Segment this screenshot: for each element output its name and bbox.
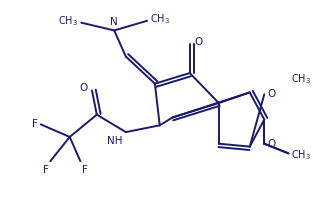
Text: O: O <box>267 89 275 99</box>
Text: O: O <box>267 139 275 149</box>
Text: F: F <box>82 165 88 175</box>
Text: CH$_3$: CH$_3$ <box>150 12 170 26</box>
Text: F: F <box>32 119 38 129</box>
Text: NH: NH <box>107 136 123 146</box>
Text: F: F <box>43 165 49 175</box>
Text: CH$_3$: CH$_3$ <box>291 72 311 86</box>
Text: CH$_3$: CH$_3$ <box>59 14 79 28</box>
Text: O: O <box>80 83 88 93</box>
Text: O: O <box>195 37 203 47</box>
Text: CH$_3$: CH$_3$ <box>291 148 311 162</box>
Text: N: N <box>110 17 118 27</box>
